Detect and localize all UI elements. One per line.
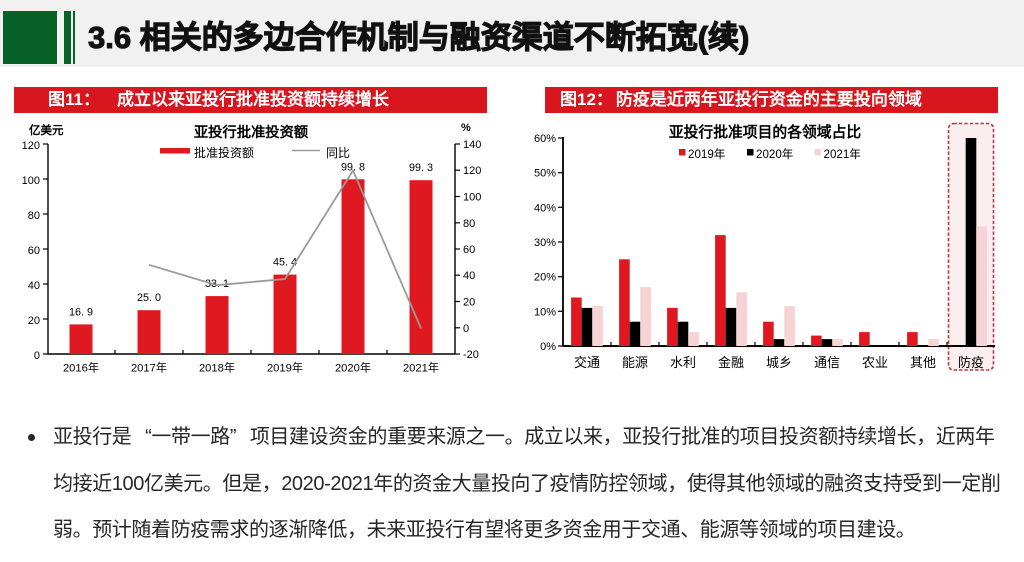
- svg-text:60: 60: [28, 245, 40, 257]
- svg-text:2017年: 2017年: [131, 361, 167, 375]
- svg-text:%: %: [461, 122, 471, 134]
- svg-text:2021年: 2021年: [824, 147, 862, 161]
- svg-text:其他: 其他: [910, 355, 936, 370]
- svg-text:水利: 水利: [670, 355, 696, 370]
- svg-text:2019年: 2019年: [267, 361, 303, 375]
- svg-text:城乡: 城乡: [766, 355, 792, 370]
- svg-text:80: 80: [463, 218, 475, 230]
- svg-text:2018年: 2018年: [199, 361, 235, 375]
- svg-text:亚投行批准投资额: 亚投行批准投资额: [194, 123, 309, 141]
- svg-text:33. 1: 33. 1: [205, 278, 229, 290]
- svg-text:0: 0: [34, 350, 40, 362]
- svg-text:45. 4: 45. 4: [273, 257, 297, 269]
- svg-text:40: 40: [28, 280, 40, 292]
- svg-text:农业: 农业: [862, 355, 888, 370]
- svg-text:亚投行批准项目的各领域占比: 亚投行批准项目的各领域占比: [669, 123, 862, 141]
- svg-text:80: 80: [28, 210, 40, 222]
- svg-text:20: 20: [28, 315, 40, 327]
- svg-text:20%: 20%: [534, 272, 556, 284]
- svg-text:同比: 同比: [326, 146, 350, 160]
- svg-text:2016年: 2016年: [63, 361, 99, 375]
- svg-text:100: 100: [22, 175, 40, 187]
- svg-text:2019年: 2019年: [688, 147, 726, 161]
- svg-text:140: 140: [463, 139, 481, 151]
- svg-text:99. 8: 99. 8: [341, 161, 365, 173]
- svg-text:2020年: 2020年: [756, 147, 794, 161]
- svg-text:60: 60: [463, 244, 475, 256]
- svg-text:金融: 金融: [718, 355, 744, 370]
- svg-text:亿美元: 亿美元: [29, 123, 64, 137]
- svg-text:16. 9: 16. 9: [69, 306, 93, 318]
- svg-text:通信: 通信: [814, 355, 840, 370]
- svg-text:批准投资额: 批准投资额: [194, 145, 254, 160]
- svg-text:10%: 10%: [534, 306, 556, 318]
- svg-text:2020年: 2020年: [335, 361, 371, 375]
- svg-text:25. 0: 25. 0: [137, 292, 161, 304]
- svg-text:2021年: 2021年: [403, 361, 439, 375]
- svg-text:40%: 40%: [534, 202, 556, 214]
- svg-text:99. 3: 99. 3: [409, 162, 433, 174]
- svg-text:30%: 30%: [534, 237, 556, 249]
- svg-text:交通: 交通: [574, 355, 600, 370]
- svg-text:0: 0: [463, 323, 469, 335]
- svg-text:120: 120: [463, 165, 481, 177]
- svg-text:20: 20: [463, 297, 475, 309]
- svg-text:60%: 60%: [534, 133, 556, 145]
- svg-text:-20: -20: [463, 349, 479, 361]
- svg-text:能源: 能源: [622, 355, 648, 370]
- svg-text:120: 120: [22, 140, 40, 152]
- svg-text:100: 100: [463, 192, 481, 204]
- svg-text:40: 40: [463, 270, 475, 282]
- svg-text:50%: 50%: [534, 168, 556, 180]
- svg-text:0%: 0%: [540, 341, 556, 353]
- svg-text:防疫: 防疫: [958, 355, 984, 370]
